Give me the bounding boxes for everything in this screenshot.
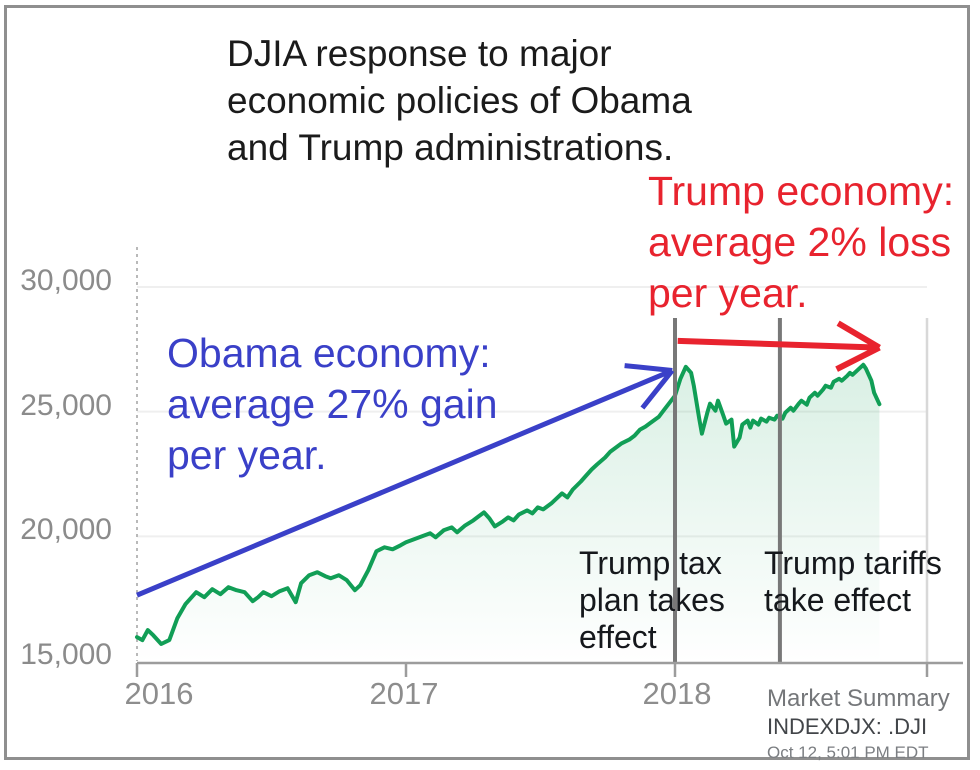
- tariffs-label-line: Trump tariffs: [764, 545, 942, 581]
- tariffs-event-label: Trump tariffs take effect: [764, 545, 942, 619]
- y-axis-label: 25,000: [20, 388, 112, 422]
- tariffs-label-line: take effect: [764, 582, 912, 618]
- djia-area-fill: [137, 364, 880, 663]
- obama-economy-annotation: Obama economy: average 27% gain per year…: [167, 328, 498, 481]
- trump-annotation-line: Trump economy:: [648, 168, 955, 214]
- y-axis-label: 20,000: [20, 513, 112, 547]
- trump-annotation-line: average 2% loss: [648, 219, 952, 265]
- chart-title-line: economic policies of Obama: [227, 80, 692, 121]
- x-axis-label: 2016: [124, 676, 194, 711]
- x-axis-label: 2018: [642, 676, 712, 711]
- trump-trend-arrow: [677, 320, 881, 372]
- obama-annotation-line: Obama economy:: [167, 330, 491, 376]
- market-summary-heading: Market Summary: [767, 685, 950, 712]
- trump-annotation-line: per year.: [648, 270, 808, 316]
- x-axis-label: 2017: [369, 676, 439, 711]
- chart-title-line: DJIA response to major: [227, 33, 612, 74]
- djia-price-line: [135, 362, 882, 646]
- obama-annotation-line: average 27% gain: [167, 381, 498, 427]
- obama-trend-arrow: [136, 363, 675, 598]
- tax-plan-label-line: effect: [579, 619, 657, 655]
- tax-plan-label-line: Trump tax: [579, 545, 722, 581]
- y-axis-label: 30,000: [20, 264, 112, 297]
- tax-plan-label-line: plan takes: [579, 582, 725, 618]
- index-ticker: INDEXDJX: .DJI: [767, 714, 928, 739]
- chart-title: DJIA response to major economic policies…: [227, 30, 692, 171]
- chart-title-line: and Trump administrations.: [227, 127, 674, 168]
- y-axis-label: 15,000: [20, 638, 112, 671]
- tax-plan-event-label: Trump tax plan takes effect: [579, 545, 725, 656]
- market-summary-block: Market Summary INDEXDJX: .DJI Oct 12, 5:…: [767, 686, 950, 762]
- quote-timestamp: Oct 12, 5:01 PM EDT: [767, 743, 929, 762]
- trump-economy-annotation: Trump economy: average 2% loss per year.: [648, 166, 954, 319]
- obama-annotation-line: per year.: [167, 432, 327, 478]
